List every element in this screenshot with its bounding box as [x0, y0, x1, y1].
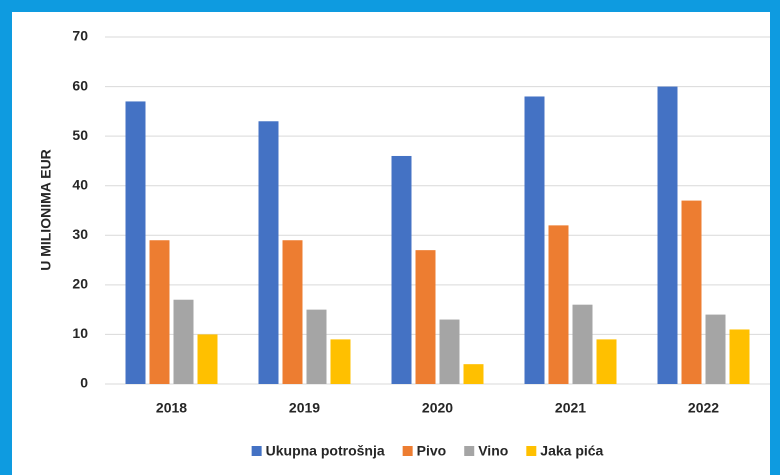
bar: [173, 299, 194, 384]
bar: [197, 334, 218, 384]
y-tick-label: 70: [72, 28, 88, 44]
x-tick-label: 2022: [688, 400, 719, 416]
bar: [463, 364, 484, 384]
y-tick-label: 50: [72, 127, 88, 143]
bar: [548, 225, 569, 384]
bar: [705, 314, 726, 384]
legend-swatch: [526, 446, 537, 456]
legend-label: Jaka pića: [540, 443, 603, 459]
bar: [729, 329, 750, 384]
x-tick-label: 2018: [156, 400, 187, 416]
y-tick-label: 10: [72, 325, 88, 341]
legend-label: Pivo: [417, 443, 447, 459]
y-tick-label: 40: [72, 176, 88, 192]
bar: [524, 96, 545, 384]
y-axis-label: U MILIONIMA EUR: [38, 149, 54, 271]
bar: [439, 319, 460, 384]
y-tick-label: 60: [72, 77, 88, 93]
bar: [657, 86, 678, 385]
y-tick-label: 0: [80, 375, 88, 391]
y-tick-label: 20: [72, 276, 88, 292]
x-tick-label: 2021: [555, 400, 586, 416]
legend-label: Vino: [478, 443, 508, 459]
bar: [282, 240, 303, 384]
bar: [391, 155, 412, 384]
legend-label: Ukupna potrošnja: [266, 443, 385, 459]
x-tick-label: 2019: [289, 400, 320, 416]
bar: [149, 240, 170, 384]
legend-swatch: [402, 446, 413, 456]
legend-swatch: [251, 446, 262, 456]
bar: [306, 309, 327, 384]
bar: [681, 200, 702, 384]
y-tick-label: 30: [72, 226, 88, 242]
bar: [572, 304, 593, 384]
bar: [125, 101, 146, 384]
bar: [258, 121, 279, 385]
legend-swatch: [464, 446, 475, 456]
bar: [596, 339, 617, 384]
bar: [330, 339, 351, 384]
x-tick-label: 2020: [422, 400, 453, 416]
bar: [415, 250, 436, 384]
